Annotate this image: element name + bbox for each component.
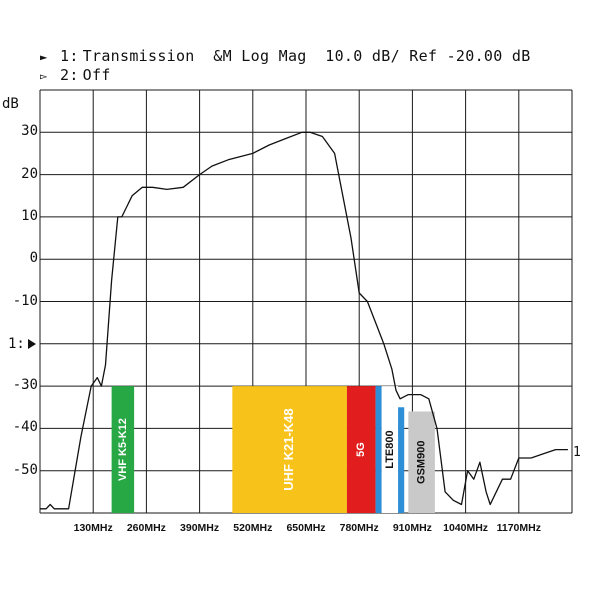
y-tick-label: -50 — [12, 461, 38, 478]
trace2-channel: 2: — [60, 66, 79, 84]
x-tick-label: 1170MHz — [496, 522, 541, 534]
y-tick-label: 30 — [21, 123, 38, 140]
frequency-band — [111, 386, 135, 513]
trace1-header: ► 1: Transmission &M Log Mag 10.0 dB/ Ref … — [40, 47, 531, 65]
frequency-band — [375, 386, 382, 513]
y-axis-unit: dB — [2, 96, 19, 112]
inactive-trace-marker: ▻ — [40, 69, 48, 83]
band-label: LTE800 — [384, 430, 396, 468]
frequency-band — [232, 386, 347, 513]
frequency-band — [408, 411, 435, 513]
trace2-header: ▻ 2: Off — [40, 66, 111, 84]
y-tick-label: 10 — [21, 207, 38, 224]
reference-marker: 1: — [8, 336, 36, 352]
band-label: VHF K5-K12 — [117, 418, 129, 481]
y-tick-label: -30 — [12, 377, 38, 394]
x-tick-label: 650MHz — [286, 522, 326, 534]
y-tick-label: -40 — [12, 419, 38, 436]
trace2-status: Off — [82, 66, 111, 84]
y-tick-label: -10 — [12, 292, 38, 309]
active-trace-marker: ► — [40, 50, 48, 64]
x-tick-label: 780MHz — [339, 522, 379, 534]
frequency-band — [381, 386, 399, 513]
trace1-channel: 1: — [60, 47, 79, 65]
x-tick-label: 910MHz — [392, 522, 432, 534]
reference-marker-label: 1: — [8, 336, 25, 352]
reference-arrow-icon — [27, 339, 36, 349]
x-tick-label: 390MHz — [180, 522, 220, 534]
band-label: UHF K21-K48 — [281, 408, 296, 490]
trace-end-label: 1 — [573, 445, 581, 460]
frequency-band — [398, 407, 405, 513]
x-tick-label: 1040MHz — [443, 522, 489, 534]
trace1-settings: Transmission &M Log Mag 10.0 dB/ Ref -20… — [82, 47, 531, 65]
frequency-band — [346, 386, 376, 513]
x-tick-label: 130MHz — [73, 522, 113, 534]
x-tick-label: 260MHz — [126, 522, 166, 534]
y-tick-label: 20 — [21, 165, 38, 182]
trace-line — [40, 131, 568, 510]
y-tick-label: 0 — [29, 250, 38, 267]
band-label: GSM900 — [416, 441, 428, 484]
band-label: 5G — [355, 442, 367, 457]
x-tick-label: 520MHz — [233, 522, 273, 534]
